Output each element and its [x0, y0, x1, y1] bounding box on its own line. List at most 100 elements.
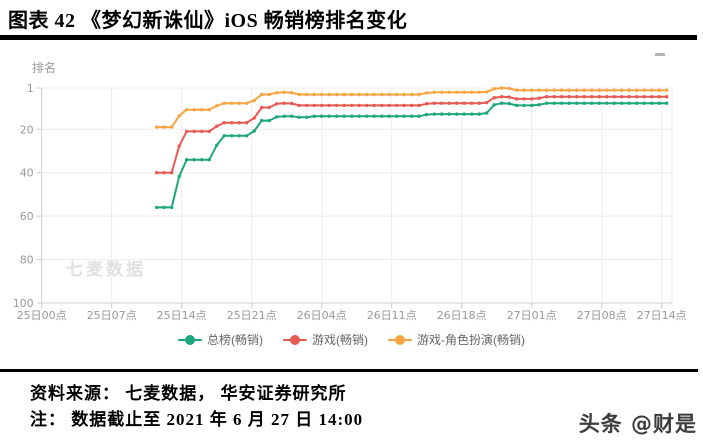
- series-point-0: [635, 101, 639, 105]
- series-point-1: [387, 103, 391, 108]
- y-tick-label: 20: [20, 123, 34, 136]
- series-point-1: [327, 103, 331, 108]
- series-point-1: [492, 96, 496, 100]
- series-point-2: [185, 108, 189, 112]
- series-point-1: [560, 95, 564, 99]
- series-point-0: [207, 158, 211, 162]
- series-point-1: [162, 171, 166, 175]
- series-point-1: [665, 95, 669, 99]
- series-point-2: [582, 88, 586, 92]
- series-point-1: [522, 97, 526, 101]
- series-point-1: [230, 121, 234, 125]
- series-point-0: [432, 112, 436, 116]
- series-point-1: [350, 103, 354, 108]
- series-point-0: [470, 112, 474, 116]
- legend-label: 总榜(畅销): [207, 333, 263, 347]
- title-underline: [0, 35, 697, 40]
- series-point-0: [575, 101, 579, 105]
- x-tick-label: 27日08点: [577, 309, 627, 322]
- x-tick-label: 25日14点: [157, 309, 207, 322]
- series-point-2: [665, 88, 669, 92]
- series-point-1: [545, 95, 549, 99]
- series-point-2: [567, 88, 571, 92]
- series-point-0: [305, 115, 309, 120]
- series-point-0: [425, 112, 429, 117]
- series-point-1: [282, 101, 286, 105]
- series-point-0: [372, 114, 376, 118]
- series-point-1: [215, 124, 219, 128]
- series-point-1: [290, 101, 294, 106]
- series-point-0: [380, 114, 384, 118]
- series-point-0: [590, 101, 594, 105]
- series-point-1: [297, 103, 301, 108]
- series-point-2: [320, 92, 324, 97]
- legend-item-series-2[interactable]: 游戏-角色扮演(畅销): [388, 331, 525, 348]
- series-point-1: [425, 102, 429, 106]
- figure-title: 图表 42 《梦幻新诛仙》iOS 畅销榜排名变化: [8, 10, 408, 32]
- series-point-1: [200, 129, 204, 134]
- series-point-2: [417, 92, 421, 97]
- series-point-0: [275, 115, 279, 119]
- toolbox-dash-icon[interactable]: [655, 53, 665, 56]
- series-point-1: [252, 116, 256, 120]
- series-point-2: [402, 92, 406, 97]
- series-point-0: [612, 101, 616, 105]
- series-point-2: [627, 88, 631, 92]
- series-point-0: [620, 101, 624, 105]
- series-point-0: [492, 103, 496, 107]
- series-line-1: [156, 95, 667, 174]
- series-point-1: [245, 121, 249, 125]
- series-point-1: [185, 129, 189, 134]
- series-point-2: [590, 88, 594, 92]
- series-point-0: [597, 101, 601, 105]
- series-point-0: [402, 114, 406, 118]
- series-point-1: [590, 95, 594, 99]
- series-point-0: [522, 103, 526, 108]
- series-point-1: [170, 171, 174, 175]
- series-point-1: [597, 95, 601, 99]
- series-point-0: [395, 114, 399, 118]
- series-point-2: [200, 108, 204, 112]
- series-point-0: [267, 118, 271, 123]
- series-point-0: [342, 114, 346, 118]
- series-point-2: [170, 125, 174, 129]
- series-point-2: [162, 125, 166, 129]
- series-point-0: [515, 103, 519, 108]
- series-point-2: [365, 92, 369, 97]
- series-point-0: [582, 101, 586, 105]
- series-point-1: [432, 101, 436, 105]
- legend-item-series-1[interactable]: 游戏(畅销): [283, 331, 368, 348]
- footer-rule: [0, 369, 698, 372]
- series-point-2: [635, 88, 639, 92]
- series-point-0: [282, 114, 286, 118]
- series-point-2: [260, 92, 264, 97]
- series-point-2: [560, 88, 564, 92]
- series-point-2: [335, 92, 339, 97]
- series-point-0: [485, 111, 489, 115]
- x-tick-label: 25日07点: [87, 309, 137, 322]
- series-point-0: [155, 205, 159, 210]
- note-text: 注： 数据截止至 2021 年 6 月 27 日 14:00: [30, 410, 364, 429]
- series-point-1: [657, 95, 661, 99]
- series-point-2: [290, 91, 294, 95]
- series-point-1: [275, 102, 279, 106]
- y-tick-label: 1: [27, 82, 34, 95]
- series-point-2: [492, 87, 496, 91]
- series-point-1: [155, 171, 159, 175]
- series-point-2: [432, 90, 436, 94]
- series-point-0: [537, 103, 541, 107]
- series-point-0: [192, 158, 196, 162]
- series-point-2: [507, 86, 511, 91]
- series-point-2: [500, 86, 504, 90]
- y-tick-label: 40: [20, 167, 34, 180]
- series-point-0: [357, 114, 361, 118]
- series-point-2: [312, 92, 316, 97]
- series-point-0: [215, 143, 219, 147]
- series-point-0: [530, 103, 534, 108]
- series-point-1: [642, 95, 646, 99]
- legend-item-series-0[interactable]: 总榜(畅销): [178, 331, 263, 348]
- series-point-0: [567, 101, 571, 105]
- series-point-0: [170, 205, 174, 210]
